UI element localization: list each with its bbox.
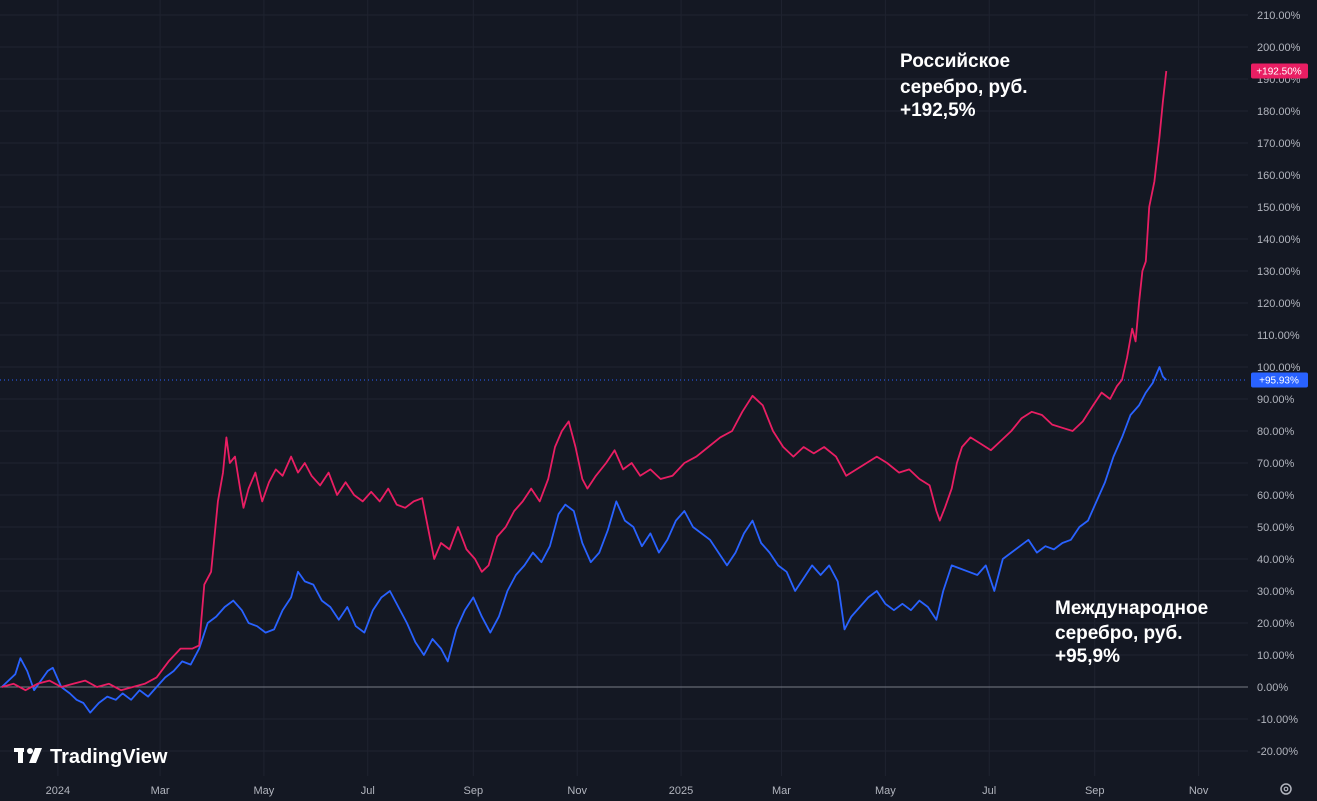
x-tick-label: Mar — [151, 785, 170, 797]
annotation-russian-silver: Российское серебро, руб. +192,5% — [900, 51, 1028, 121]
x-tick-label: Nov — [567, 785, 587, 797]
x-tick-label: Nov — [1189, 785, 1209, 797]
y-tick-label: -10.00% — [1257, 714, 1298, 726]
y-tick-label: 20.00% — [1257, 618, 1295, 630]
tradingview-logo[interactable]: TradingView — [14, 746, 168, 768]
series-line-russian-silver[interactable] — [1, 70, 1168, 692]
y-tick-label: 10.00% — [1257, 650, 1295, 662]
x-tick-label: Mar — [772, 785, 791, 797]
tradingview-logo-text: TradingView — [50, 746, 168, 768]
x-tick-label: May — [254, 785, 275, 797]
y-tick-label: 170.00% — [1257, 138, 1301, 150]
x-axis[interactable]: 2024 Mar May Jul Sep Nov 2025 Mar May Jul Sep Nov — [46, 785, 1209, 797]
tradingview-logo-icon — [14, 748, 42, 763]
annotation-international-line-2: серебро, руб. — [1055, 623, 1183, 644]
annotation-international-line-3: +95,9% — [1055, 646, 1120, 667]
annotation-international-silver: Международное серебро, руб. +95,9% — [1055, 598, 1208, 667]
y-tick-label: 60.00% — [1257, 490, 1295, 502]
x-tick-label: Sep — [1085, 785, 1105, 797]
x-tick-label: Sep — [464, 785, 484, 797]
y-tick-label: 90.00% — [1257, 394, 1295, 406]
y-tick-label: 130.00% — [1257, 266, 1301, 278]
y-axis[interactable]: 210.00%200.00%190.00%180.00%170.00%160.0… — [1257, 10, 1301, 758]
series-line-international-silver[interactable] — [1, 366, 1167, 714]
last-value-label-international: +95.93% — [1259, 376, 1299, 387]
series-layer — [1, 70, 1168, 714]
y-tick-label: 0.00% — [1257, 682, 1288, 694]
last-value-badge-international: +95.93% — [1251, 372, 1308, 388]
y-tick-label: 40.00% — [1257, 554, 1295, 566]
y-tick-label: 210.00% — [1257, 10, 1301, 22]
y-tick-label: 200.00% — [1257, 42, 1301, 54]
settings-gear-icon[interactable] — [1280, 783, 1292, 795]
y-tick-label: 50.00% — [1257, 522, 1295, 534]
y-tick-label: 180.00% — [1257, 106, 1301, 118]
y-tick-label: 150.00% — [1257, 202, 1301, 214]
last-value-label-russian: +192.50% — [1256, 67, 1301, 78]
x-tick-label: 2024 — [46, 785, 70, 797]
y-tick-label: 100.00% — [1257, 362, 1301, 374]
y-tick-label: 80.00% — [1257, 426, 1295, 438]
last-value-badge-russian: +192.50% — [1251, 63, 1308, 79]
x-tick-label: May — [875, 785, 896, 797]
y-tick-label: 110.00% — [1257, 330, 1300, 342]
annotation-russian-line-1: Российское — [900, 51, 1010, 72]
annotation-international-line-1: Международное — [1055, 598, 1208, 619]
y-tick-label: 70.00% — [1257, 458, 1295, 470]
y-tick-label: -20.00% — [1257, 746, 1298, 758]
x-tick-label: Jul — [361, 785, 375, 797]
annotation-russian-line-3: +192,5% — [900, 100, 976, 121]
annotation-russian-line-2: серебро, руб. — [900, 77, 1028, 98]
y-tick-label: 120.00% — [1257, 298, 1301, 310]
x-tick-label: 2025 — [669, 785, 693, 797]
y-tick-label: 160.00% — [1257, 170, 1301, 182]
y-tick-label: 140.00% — [1257, 234, 1301, 246]
y-tick-label: 30.00% — [1257, 586, 1295, 598]
x-tick-label: Jul — [982, 785, 996, 797]
